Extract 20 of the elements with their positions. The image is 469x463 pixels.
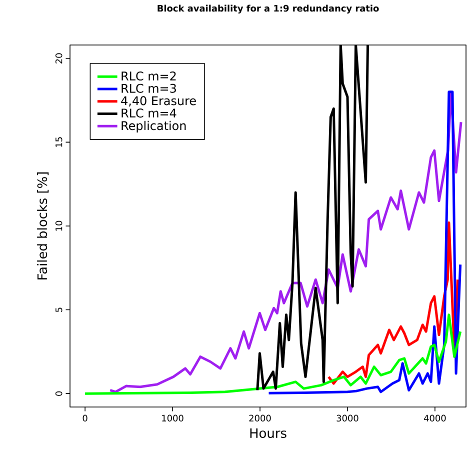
y-tick-label: 5 [56,308,62,312]
x-axis-title: Hours [250,428,286,438]
x-tick-label: 4000 [424,414,446,422]
y-tick-label: 20 [55,53,62,64]
y-tick-label: 0 [55,391,62,396]
x-tick-label: 0 [82,414,88,422]
line-series [84,314,462,395]
legend-label: Replication [122,120,186,132]
legend-label: RLC m=2 [122,71,176,81]
x-tick-label: 1000 [162,414,184,422]
legend-label: RLC m=3 [122,84,176,93]
y-tick-label: 10 [55,220,62,231]
legend-label: 4,40 Erasure [121,96,196,106]
chart-title: Block availability for a 1:9 redundancy ratio [158,4,379,14]
x-tick-label: 2000 [249,414,271,422]
legend-label: RLC m=4 [122,108,176,118]
y-axis-title: Failed blocks [%] [37,172,49,280]
line-series [268,90,462,394]
y-tick-label: 15 [56,137,62,147]
x-tick-label: 3000 [336,414,358,422]
